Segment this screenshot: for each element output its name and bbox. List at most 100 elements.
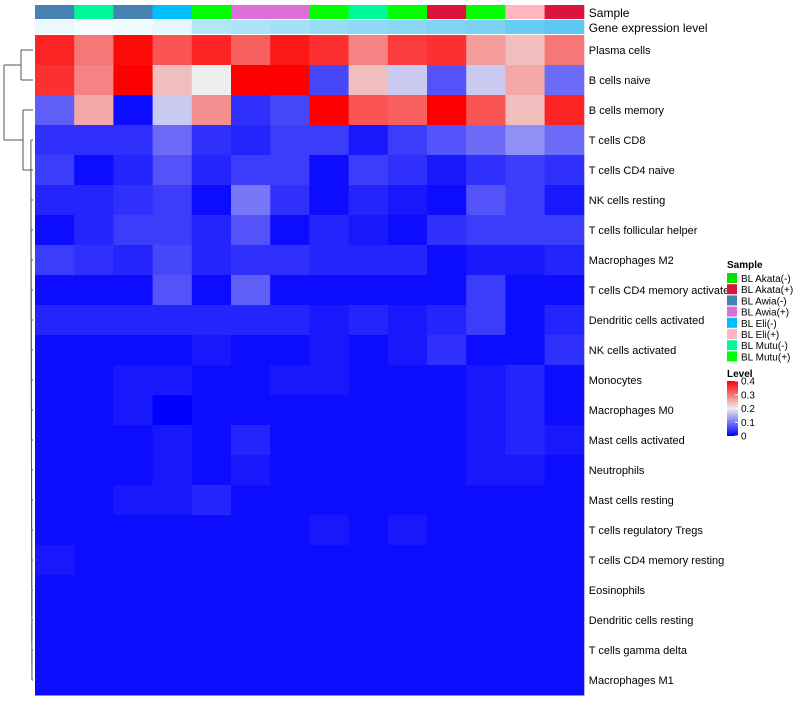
heatmap-cell (309, 335, 350, 366)
level-colorbar (727, 381, 738, 436)
sample-legend-swatch (727, 351, 737, 362)
heatmap-cell (348, 35, 389, 66)
heatmap-cell (152, 35, 193, 66)
heatmap-cell (191, 515, 232, 546)
heatmap-cell (466, 155, 506, 186)
heatmap-cell (427, 365, 467, 396)
heatmap-cell (544, 485, 585, 516)
heatmap-cell (348, 575, 389, 606)
heatmap-cell (544, 275, 585, 306)
heatmap-cell (270, 125, 310, 156)
heatmap-cell (348, 545, 389, 576)
sample-annotation-cell (74, 5, 114, 19)
heatmap-cell (191, 425, 232, 456)
heatmap-cell (505, 575, 546, 606)
heatmap-cell (74, 215, 114, 246)
sample-legend-swatch (727, 295, 737, 306)
row-label: Neutrophils (589, 465, 645, 477)
heatmap-cell (387, 365, 428, 396)
heatmap-cell (427, 485, 467, 516)
heatmap-cell (348, 245, 389, 276)
row-label: Dendritic cells activated (589, 315, 705, 327)
heatmap-cell (505, 395, 546, 426)
heatmap-cell (231, 155, 271, 186)
heatmap-cell (427, 605, 467, 636)
row-label: Monocytes (589, 375, 643, 387)
heatmap-cell (35, 35, 75, 66)
heatmap-cell (348, 605, 389, 636)
heatmap-cell (544, 215, 585, 246)
heatmap-cell (466, 185, 506, 216)
heatmap-cell (113, 545, 154, 576)
heatmap-cell (427, 245, 467, 276)
gene-expression-annotation-cell (231, 20, 271, 34)
heatmap-cell (466, 215, 506, 246)
heatmap-cell (544, 635, 585, 666)
heatmap-cell (505, 485, 546, 516)
gene-expression-annotation-cell (505, 20, 546, 34)
gene-expression-annotation-cell (113, 20, 154, 34)
heatmap-cell (113, 185, 154, 216)
sample-legend-label: BL Eli(+) (741, 330, 779, 341)
sample-annotation-cell (113, 5, 154, 19)
heatmap-cell (387, 245, 428, 276)
heatmap-cell (309, 485, 350, 516)
heatmap-cell (348, 515, 389, 546)
level-tick-label: 0.4 (741, 377, 755, 388)
heatmap-cell (270, 95, 310, 126)
level-tick-label: 0.2 (741, 404, 755, 415)
heatmap-cell (152, 65, 193, 96)
heatmap-cell (466, 485, 506, 516)
heatmap-cell (387, 155, 428, 186)
heatmap-cell (35, 575, 75, 606)
heatmap-cell (505, 605, 546, 636)
heatmap-cell (152, 665, 193, 696)
heatmap-cell (387, 215, 428, 246)
heatmap-cell (466, 395, 506, 426)
row-label: Macrophages M0 (589, 405, 674, 417)
heatmap-cell (544, 515, 585, 546)
heatmap-cell (35, 245, 75, 276)
heatmap-cell (387, 575, 428, 606)
heatmap-cell (505, 635, 546, 666)
gene-expression-annotation-cell (387, 20, 428, 34)
annotation-label-gene-expression: Gene expression level (589, 21, 708, 35)
heatmap-cell (466, 545, 506, 576)
gene-expression-annotation-cell (348, 20, 389, 34)
heatmap-cell (505, 185, 546, 216)
heatmap-cell (191, 635, 232, 666)
heatmap-cell (113, 95, 154, 126)
heatmap-cell (231, 605, 271, 636)
heatmap-cell (309, 635, 350, 666)
heatmap-cell (309, 155, 350, 186)
heatmap-cell (466, 455, 506, 486)
heatmap-cell (309, 605, 350, 636)
heatmap-cell (113, 365, 154, 396)
heatmap-cell (387, 95, 428, 126)
heatmap-cell (270, 35, 310, 66)
heatmap-cell (270, 635, 310, 666)
heatmap-cell (152, 485, 193, 516)
heatmap-cell (231, 35, 271, 66)
sample-annotation-cell (270, 5, 310, 19)
heatmap-cell (544, 65, 585, 96)
heatmap-cell (191, 155, 232, 186)
row-label: Mast cells resting (589, 495, 674, 507)
heatmap-cell (74, 275, 114, 306)
heatmap-cell (466, 665, 506, 696)
heatmap-cell (152, 305, 193, 336)
sample-annotation-cell (505, 5, 546, 19)
heatmap-cell (152, 275, 193, 306)
heatmap-cell (309, 185, 350, 216)
sample-legend-label: BL Mutu(+) (741, 352, 790, 363)
level-tick-label: 0 (741, 432, 747, 443)
heatmap-cell (466, 245, 506, 276)
heatmap-cell (113, 455, 154, 486)
heatmap-cell (231, 635, 271, 666)
row-label: Dendritic cells resting (589, 615, 694, 627)
heatmap-cell (270, 155, 310, 186)
heatmap-cell (348, 275, 389, 306)
heatmap-cell (35, 485, 75, 516)
heatmap-cell (309, 515, 350, 546)
